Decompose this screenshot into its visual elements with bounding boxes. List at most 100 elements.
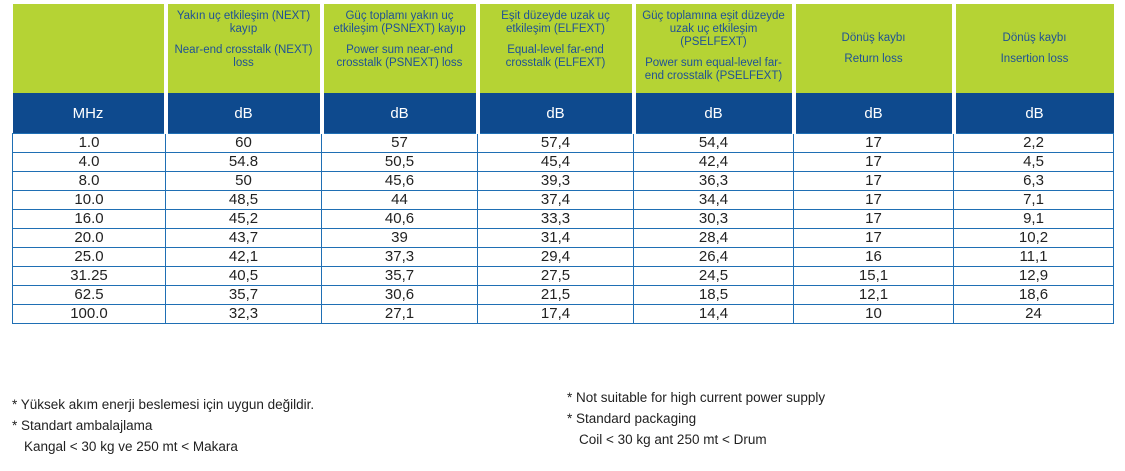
header-cell-pselfext: Güç toplamına eşit düzeyde uzak uç etkil… — [633, 4, 796, 93]
note-line: * Yüksek akım enerji beslemesi için uygu… — [12, 397, 315, 412]
value-cell: 14,4 — [633, 304, 794, 324]
value-cell: 44 — [321, 190, 478, 210]
value-cell: 17 — [793, 152, 954, 172]
value-cell: 40,6 — [321, 209, 478, 229]
value-cell: 45,2 — [165, 209, 322, 229]
header-cell-elfext: Eşit düzeyde uzak uç etkileşim (ELFEXT) … — [477, 4, 636, 93]
value-cell: 27,5 — [477, 266, 634, 286]
table-row: 20.0 43,7 39 31,4 28,4 17 10,2 — [12, 228, 1114, 248]
value-cell: 17,4 — [477, 304, 634, 324]
value-cell: 17 — [793, 133, 954, 153]
header-row: Yakın uç etkileşim (NEXT) kayıp Near-end… — [12, 4, 1114, 93]
header-label-en: Power sum equal-level far-end crosstalk … — [644, 57, 783, 82]
header-label-en: Insertion loss — [1000, 53, 1069, 65]
unit-cell: dB — [165, 93, 324, 134]
value-cell: 11,1 — [953, 247, 1114, 267]
value-cell: 57,4 — [477, 133, 634, 153]
note-line: * Not suitable for high current power su… — [567, 390, 826, 405]
header-label-tr: Yakın uç etkileşim (NEXT) kayıp — [176, 10, 311, 35]
note-line: * Standard packaging — [567, 411, 697, 426]
value-cell: 18,6 — [953, 285, 1114, 305]
value-cell: 10,2 — [953, 228, 1114, 248]
value-cell: 45,4 — [477, 152, 634, 172]
frequency-cell: 62.5 — [12, 285, 166, 305]
value-cell: 27,1 — [321, 304, 478, 324]
frequency-cell: 20.0 — [12, 228, 166, 248]
frequency-cell: 25.0 — [12, 247, 166, 267]
header-cell-insertion-loss: Dönüş kaybı Insertion loss — [953, 4, 1114, 93]
specification-table: Yakın uç etkileşim (NEXT) kayıp Near-end… — [12, 4, 1114, 324]
value-cell: 15,1 — [793, 266, 954, 286]
table-row: 8.0 50 45,6 39,3 36,3 17 6,3 — [12, 171, 1114, 191]
value-cell: 35,7 — [165, 285, 322, 305]
header-cell-frequency — [12, 4, 168, 93]
value-cell: 50 — [165, 171, 322, 191]
value-cell: 33,3 — [477, 209, 634, 229]
value-cell: 39 — [321, 228, 478, 248]
value-cell: 35,7 — [321, 266, 478, 286]
value-cell: 28,4 — [633, 228, 794, 248]
value-cell: 17 — [793, 209, 954, 229]
value-cell: 54.8 — [165, 152, 322, 172]
value-cell: 48,5 — [165, 190, 322, 210]
header-cell-next: Yakın uç etkileşim (NEXT) kayıp Near-end… — [165, 4, 324, 93]
value-cell: 39,3 — [477, 171, 634, 191]
unit-cell: dB — [477, 93, 636, 134]
value-cell: 10 — [793, 304, 954, 324]
value-cell: 36,3 — [633, 171, 794, 191]
value-cell: 26,4 — [633, 247, 794, 267]
header-label-en: Return loss — [844, 53, 903, 65]
value-cell: 24 — [953, 304, 1114, 324]
value-cell: 16 — [793, 247, 954, 267]
value-cell: 17 — [793, 171, 954, 191]
value-cell: 31,4 — [477, 228, 634, 248]
value-cell: 17 — [793, 228, 954, 248]
value-cell: 57 — [321, 133, 478, 153]
value-cell: 9,1 — [953, 209, 1114, 229]
table-body: 1.0 60 57 57,4 54,4 17 2,2 4.0 54.8 50,5 45,4 42,4 1… — [12, 133, 1114, 324]
value-cell: 7,1 — [953, 190, 1114, 210]
value-cell: 50,5 — [321, 152, 478, 172]
value-cell: 42,4 — [633, 152, 794, 172]
frequency-cell: 31.25 — [12, 266, 166, 286]
value-cell: 21,5 — [477, 285, 634, 305]
value-cell: 30,6 — [321, 285, 478, 305]
note-line: * Standart ambalajlama — [12, 418, 153, 433]
value-cell: 60 — [165, 133, 322, 153]
value-cell: 4,5 — [953, 152, 1114, 172]
unit-cell: MHz — [12, 93, 168, 134]
value-cell: 43,7 — [165, 228, 322, 248]
notes-english: * Not suitable for high current power su… — [567, 387, 825, 450]
frequency-cell: 1.0 — [12, 133, 166, 153]
table-row: 4.0 54.8 50,5 45,4 42,4 17 4,5 — [12, 152, 1114, 172]
table-row: 25.0 42,1 37,3 29,4 26,4 16 11,1 — [12, 247, 1114, 267]
notes-turkish: * Yüksek akım enerji beslemesi için uygu… — [12, 394, 314, 457]
value-cell: 45,6 — [321, 171, 478, 191]
table-row: 1.0 60 57 57,4 54,4 17 2,2 — [12, 133, 1114, 153]
value-cell: 37,3 — [321, 247, 478, 267]
note-line: Kangal < 30 kg ve 250 mt < Makara — [24, 439, 238, 454]
header-label-tr: Güç toplamı yakın uç etkileşim (PSNEXT) … — [333, 10, 466, 35]
header-label-tr: Güç toplamına eşit düzeyde uzak uç etkil… — [642, 10, 785, 48]
value-cell: 18,5 — [633, 285, 794, 305]
frequency-cell: 16.0 — [12, 209, 166, 229]
table-row: 31.25 40,5 35,7 27,5 24,5 15,1 12,9 — [12, 266, 1114, 286]
table-row: 10.0 48,5 44 37,4 34,4 17 7,1 — [12, 190, 1114, 210]
value-cell: 34,4 — [633, 190, 794, 210]
header-label-en: Power sum near-end crosstalk (PSNEXT) lo… — [336, 44, 463, 69]
frequency-cell: 8.0 — [12, 171, 166, 191]
header-label-en: Near-end crosstalk (NEXT) loss — [174, 44, 313, 69]
value-cell: 42,1 — [165, 247, 322, 267]
value-cell: 32,3 — [165, 304, 322, 324]
unit-row: MHz dB dB dB dB dB dB — [12, 93, 1114, 134]
header-cell-return-loss: Dönüş kaybı Return loss — [793, 4, 956, 93]
unit-cell: dB — [321, 93, 480, 134]
frequency-cell: 4.0 — [12, 152, 166, 172]
value-cell: 12,9 — [953, 266, 1114, 286]
value-cell: 17 — [793, 190, 954, 210]
header-cell-psnext: Güç toplamı yakın uç etkileşim (PSNEXT) … — [321, 4, 480, 93]
value-cell: 6,3 — [953, 171, 1114, 191]
unit-cell: dB — [633, 93, 796, 134]
table-row: 100.0 32,3 27,1 17,4 14,4 10 24 — [12, 304, 1114, 324]
header-label-tr: Dönüş kaybı — [1002, 32, 1067, 44]
